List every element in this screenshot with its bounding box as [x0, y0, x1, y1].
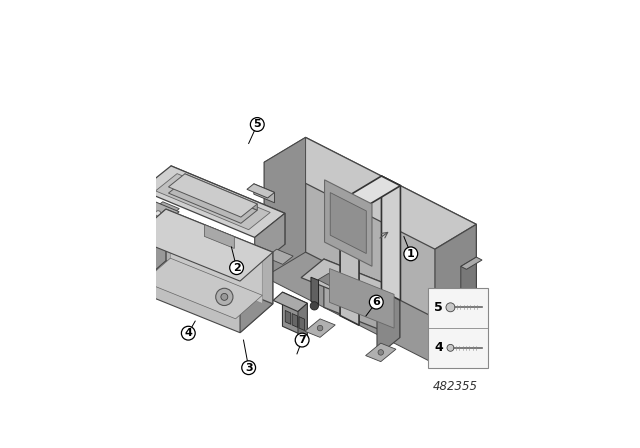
Polygon shape: [435, 224, 476, 364]
Polygon shape: [377, 289, 400, 356]
Circle shape: [139, 250, 154, 265]
Polygon shape: [143, 258, 262, 319]
Polygon shape: [185, 174, 257, 210]
Polygon shape: [266, 249, 293, 264]
Circle shape: [216, 288, 233, 306]
Circle shape: [369, 295, 383, 309]
Polygon shape: [305, 138, 476, 339]
Circle shape: [446, 303, 455, 312]
Text: 482355: 482355: [433, 380, 478, 393]
Text: 6: 6: [372, 297, 380, 307]
Polygon shape: [365, 343, 396, 362]
Polygon shape: [299, 317, 305, 331]
Circle shape: [250, 117, 264, 131]
Polygon shape: [273, 292, 307, 311]
Text: 7: 7: [298, 335, 306, 345]
Text: 5: 5: [435, 301, 443, 314]
Text: 1: 1: [407, 249, 415, 259]
Text: 5: 5: [253, 120, 261, 129]
Polygon shape: [330, 268, 394, 328]
Circle shape: [143, 255, 150, 261]
Circle shape: [242, 361, 255, 375]
Polygon shape: [324, 259, 400, 338]
Polygon shape: [337, 283, 358, 295]
Polygon shape: [171, 166, 285, 244]
Polygon shape: [204, 224, 234, 249]
Polygon shape: [166, 209, 273, 304]
Polygon shape: [298, 303, 307, 346]
Polygon shape: [156, 174, 270, 230]
Polygon shape: [137, 202, 179, 225]
Polygon shape: [330, 193, 366, 254]
Circle shape: [447, 345, 454, 351]
Polygon shape: [264, 138, 305, 277]
Circle shape: [156, 211, 161, 216]
Circle shape: [295, 333, 309, 347]
Circle shape: [317, 325, 323, 331]
Polygon shape: [461, 257, 476, 332]
Polygon shape: [254, 184, 275, 203]
Polygon shape: [240, 252, 273, 333]
Circle shape: [230, 261, 243, 275]
Text: 3: 3: [245, 363, 252, 373]
Bar: [428, 289, 488, 368]
Circle shape: [310, 302, 319, 310]
Polygon shape: [133, 209, 166, 289]
Polygon shape: [461, 257, 482, 269]
Polygon shape: [170, 223, 262, 303]
Polygon shape: [311, 277, 319, 304]
Polygon shape: [340, 176, 401, 211]
Polygon shape: [305, 319, 335, 337]
Polygon shape: [301, 259, 400, 308]
Polygon shape: [247, 184, 275, 198]
Polygon shape: [255, 213, 285, 268]
Polygon shape: [285, 310, 291, 324]
Polygon shape: [318, 274, 340, 285]
Circle shape: [404, 247, 418, 261]
Polygon shape: [133, 261, 273, 333]
Polygon shape: [292, 314, 298, 327]
Polygon shape: [324, 180, 372, 266]
Text: 4: 4: [435, 341, 443, 354]
Polygon shape: [133, 209, 273, 281]
Polygon shape: [168, 180, 257, 223]
Circle shape: [181, 326, 195, 340]
Polygon shape: [152, 202, 179, 217]
Circle shape: [221, 293, 228, 300]
Polygon shape: [141, 166, 285, 237]
Text: 4: 4: [184, 328, 192, 338]
Polygon shape: [168, 174, 257, 217]
Polygon shape: [264, 162, 435, 364]
Text: 2: 2: [233, 263, 241, 273]
Polygon shape: [381, 176, 401, 301]
Polygon shape: [340, 201, 359, 325]
Polygon shape: [282, 292, 307, 337]
Circle shape: [378, 349, 383, 355]
Polygon shape: [264, 138, 476, 249]
